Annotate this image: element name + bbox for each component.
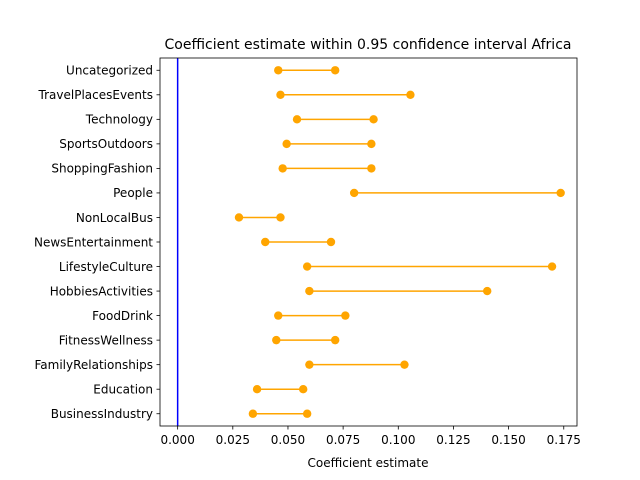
interval-FoodDrink [274,311,350,320]
y-tick-label: NewsEntertainment [34,235,153,249]
x-tick-label: 0.025 [216,433,250,447]
x-tick-label: 0.150 [491,433,525,447]
y-tick-label: FitnessWellness [59,333,153,347]
interval-high-point [556,188,565,198]
interval-high-point [369,115,378,124]
interval-low-point [278,164,287,173]
interval-high-point [367,139,376,149]
interval-low-point [292,115,302,124]
y-tick-label: Uncategorized [66,64,153,78]
y-tick-label: HobbiesActivities [50,284,153,298]
interval-high-point [547,262,557,271]
interval-high-point [483,286,492,296]
interval-high-point [341,311,350,320]
interval-low-point [272,335,281,345]
x-tick-label: 0.175 [547,433,581,447]
y-tick-label: SportsOutdoors [59,137,153,151]
interval-FitnessWellness [272,335,340,345]
x-tick-label: 0.050 [271,433,305,447]
y-tick-label: BusinessIndustry [51,407,153,421]
interval-NewsEntertainment [261,237,336,247]
interval-high-point [276,213,285,222]
interval-high-point [330,335,340,345]
y-tick-label: FoodDrink [92,309,153,323]
plot-frame [159,57,578,427]
interval-low-point [274,311,283,320]
interval-FamilyRelationships [305,360,409,369]
interval-high-point [298,385,308,394]
interval-ShoppingFashion [278,164,376,173]
interval-HobbiesActivities [305,286,492,296]
y-tick-label: ShoppingFashion [51,162,153,176]
y-tick-label: Education [93,383,153,397]
interval-high-point [302,409,312,418]
interval-LifestyleCulture [302,262,557,271]
y-tick-label: NonLocalBus [76,211,153,225]
x-tick-label: 0.125 [436,433,470,447]
x-axis-label: Coefficient estimate [308,456,429,470]
interval-Technology [292,115,378,124]
interval-TravelPlacesEvents [276,90,415,100]
interval-high-point [406,90,415,100]
y-tick-label: People [113,186,153,200]
interval-low-point [305,286,314,296]
interval-Education [252,385,308,394]
interval-low-point [349,188,359,198]
interval-People [349,188,565,198]
interval-low-point [261,237,270,247]
x-tick-label: 0.000 [160,433,194,447]
y-tick-label: TravelPlacesEvents [38,88,153,102]
interval-NonLocalBus [234,213,285,222]
interval-high-point [330,66,340,75]
interval-low-point [282,139,291,149]
y-tick-label: LifestyleCulture [59,260,153,274]
interval-BusinessIndustry [248,409,312,418]
interval-low-point [302,262,312,271]
y-tick-label: Technology [85,113,153,127]
interval-Uncategorized [274,66,340,75]
interval-high-point [400,360,409,369]
x-tick-label: 0.100 [381,433,415,447]
interval-low-point [252,385,262,394]
interval-low-point [276,90,285,100]
x-tick-label: 0.075 [326,433,360,447]
y-tick-label: FamilyRelationships [34,358,153,372]
interval-high-point [326,237,336,247]
interval-low-point [274,66,283,75]
plot-area: Uncategorized TravelPlacesEvents Technolog… [34,57,581,447]
interval-low-point [305,360,314,369]
chart-title: Coefficient estimate within 0.95 confide… [165,37,572,53]
interval-low-point [234,213,244,222]
interval-high-point [367,164,376,173]
interval-low-point [248,409,258,418]
interval-SportsOutdoors [282,139,376,149]
